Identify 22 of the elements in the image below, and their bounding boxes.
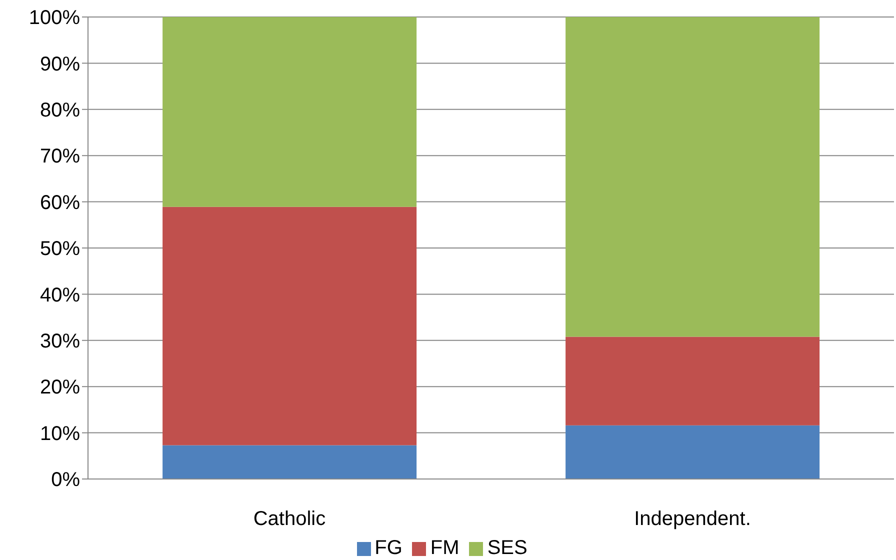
legend-label: FM xyxy=(430,537,460,559)
bar xyxy=(162,17,417,207)
y-tick-label: 30% xyxy=(40,330,80,352)
y-tick-label: 40% xyxy=(40,284,80,306)
y-tick-label: 100% xyxy=(28,7,80,30)
bar xyxy=(162,445,417,479)
y-tick-label: 70% xyxy=(40,146,80,168)
legend-label: SES xyxy=(487,537,528,559)
legend-label: FG xyxy=(374,537,402,559)
bar xyxy=(566,17,820,337)
x-tick-label: Catholic xyxy=(253,508,326,530)
bar xyxy=(566,336,820,426)
bar xyxy=(566,425,820,479)
x-tick-label: Independent. xyxy=(634,508,751,530)
y-tick-label: 90% xyxy=(40,53,80,76)
y-tick-label: 10% xyxy=(40,422,80,445)
y-tick-label: 20% xyxy=(40,376,80,399)
y-tick-label: 50% xyxy=(40,238,80,260)
bar xyxy=(162,206,417,446)
y-tick-label: 0% xyxy=(51,469,80,492)
y-tick-label: 80% xyxy=(40,100,80,122)
y-tick-label: 60% xyxy=(40,192,80,214)
